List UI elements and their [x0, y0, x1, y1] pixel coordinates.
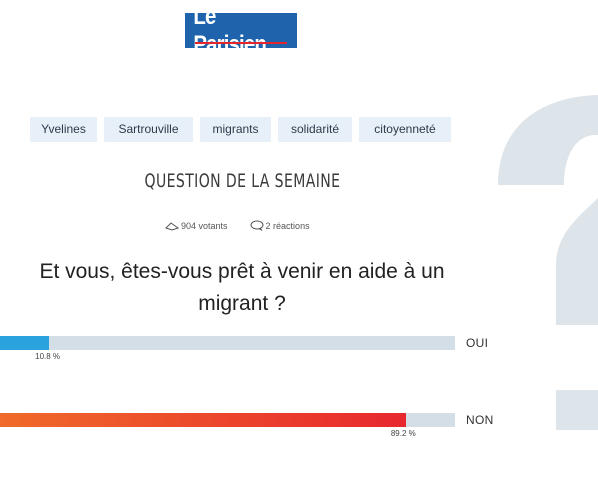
- tag-citoyennete[interactable]: citoyenneté: [359, 117, 451, 142]
- poll-question-line-1: Et vous, êtes-vous prêt à venir en aide …: [39, 260, 445, 283]
- tag-migrants[interactable]: migrants: [200, 117, 271, 142]
- poll-question-line-2: migrant ?: [198, 292, 286, 315]
- answer-label: OUI: [466, 336, 489, 350]
- ballot-icon: [165, 221, 179, 231]
- question-mark-watermark: [496, 60, 598, 500]
- answer-bar-track: [0, 413, 455, 427]
- poll-answer-non[interactable]: NON 89.2 %: [0, 413, 520, 443]
- answer-percent: 89.2 %: [390, 429, 416, 438]
- tag-yvelines[interactable]: Yvelines: [30, 117, 97, 142]
- tag-solidarite[interactable]: solidarité: [278, 117, 352, 142]
- le-parisien-logo[interactable]: Le Parisien: [185, 3, 297, 58]
- answer-label: NON: [466, 413, 494, 427]
- votes-count: 904 votants: [181, 220, 228, 231]
- speech-bubble-icon: [250, 220, 264, 231]
- reactions-stat[interactable]: 2 réactions: [250, 220, 310, 231]
- poll-question: Et vous, êtes-vous prêt à venir en aide …: [0, 256, 484, 320]
- poll-stats: 904 votants 2 réactions: [165, 220, 310, 231]
- answer-bar-fill: [0, 336, 50, 350]
- votes-stat: 904 votants: [165, 221, 228, 231]
- answer-bar-fill: [0, 413, 406, 427]
- tag-sartrouville[interactable]: Sartrouville: [104, 117, 193, 142]
- answer-percent: 10.8 %: [35, 352, 61, 361]
- poll-answer-oui[interactable]: OUI 10.8 %: [0, 336, 520, 366]
- reactions-count: 2 réactions: [265, 220, 310, 231]
- poll-heading: QUESTION DE LA SEMAINE: [144, 170, 340, 192]
- answer-bar-track: [0, 336, 455, 350]
